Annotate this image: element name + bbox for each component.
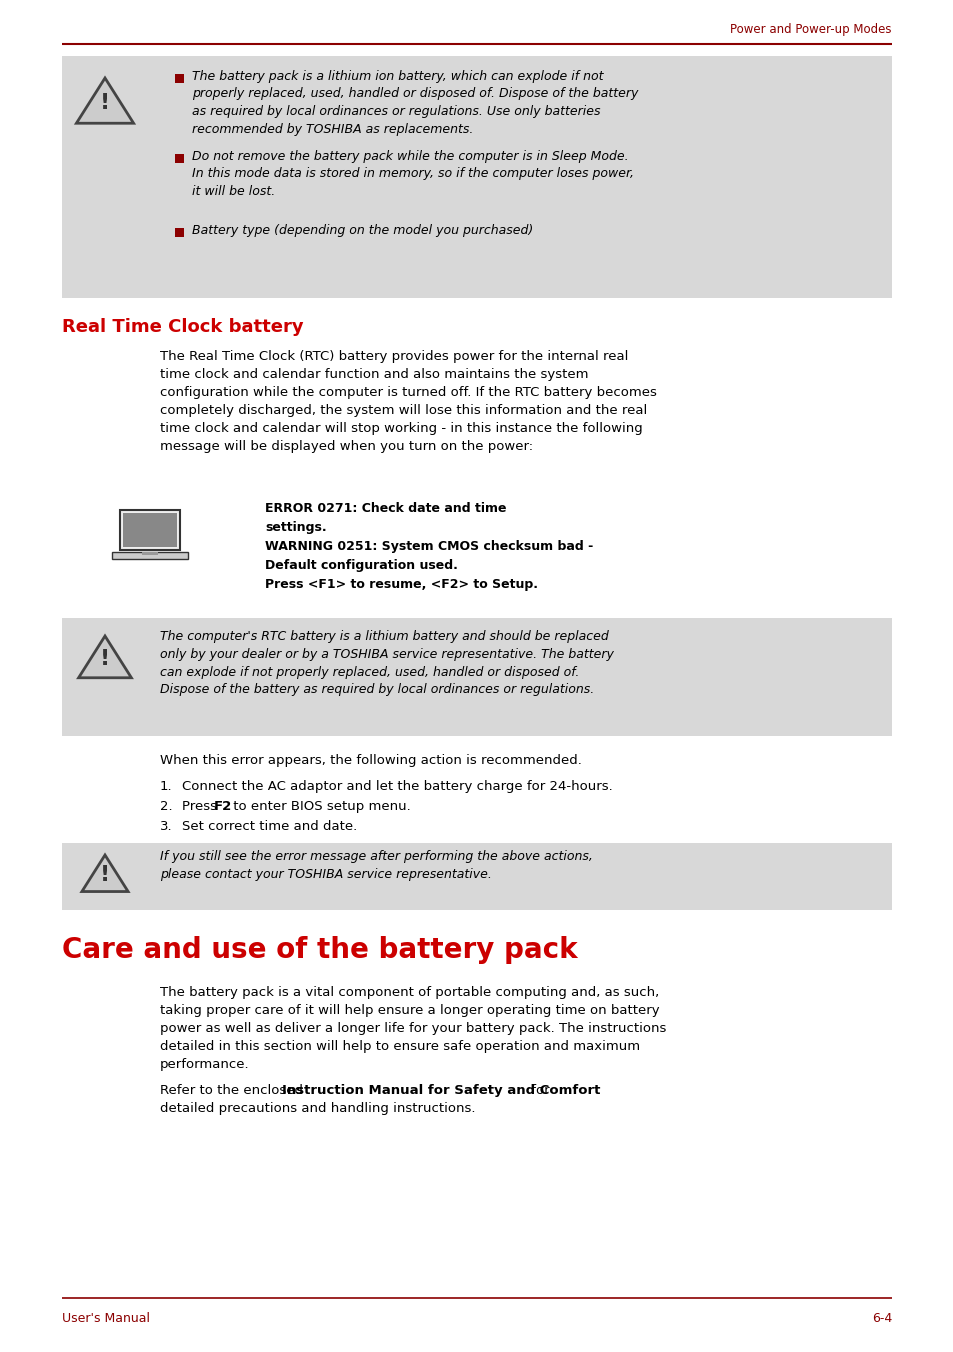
Bar	[174, 74, 184, 82]
Text: The computer's RTC battery is a lithium battery and should be replaced
only by y: The computer's RTC battery is a lithium …	[160, 630, 613, 696]
Text: 2.: 2.	[160, 800, 172, 813]
Text: 3.: 3.	[160, 821, 172, 833]
Polygon shape	[78, 635, 132, 677]
Text: User's Manual: User's Manual	[62, 1311, 150, 1325]
Text: ERROR 0271: Check date and time: ERROR 0271: Check date and time	[265, 502, 506, 515]
Text: !: !	[100, 865, 110, 886]
Text: !: !	[100, 93, 110, 112]
Bar	[123, 512, 177, 548]
Bar	[142, 552, 158, 556]
Bar	[120, 510, 180, 550]
Text: The battery pack is a vital component of portable computing and, as such,
taking: The battery pack is a vital component of…	[160, 986, 666, 1071]
Bar	[62, 55, 891, 297]
Text: Care and use of the battery pack: Care and use of the battery pack	[62, 936, 577, 964]
Text: The Real Time Clock (RTC) battery provides power for the internal real
time cloc: The Real Time Clock (RTC) battery provid…	[160, 350, 657, 453]
Bar	[62, 844, 891, 910]
Polygon shape	[76, 78, 133, 123]
Text: Set correct time and date.: Set correct time and date.	[182, 821, 356, 833]
Text: If you still see the error message after performing the above actions,
please co: If you still see the error message after…	[160, 850, 592, 880]
Text: F2: F2	[213, 800, 232, 813]
Text: 6-4: 6-4	[871, 1311, 891, 1325]
Text: Power and Power-up Modes: Power and Power-up Modes	[730, 23, 891, 37]
Text: detailed precautions and handling instructions.: detailed precautions and handling instru…	[160, 1102, 475, 1115]
Text: Press <F1> to resume, <F2> to Setup.: Press <F1> to resume, <F2> to Setup.	[265, 579, 537, 591]
Text: settings.: settings.	[265, 521, 326, 534]
Bar	[112, 552, 188, 558]
Text: 1.: 1.	[160, 780, 172, 794]
Text: Default configuration used.: Default configuration used.	[265, 558, 457, 572]
Text: !: !	[100, 649, 110, 669]
Bar	[174, 228, 184, 237]
Bar	[174, 154, 184, 164]
Text: WARNING 0251: System CMOS checksum bad -: WARNING 0251: System CMOS checksum bad -	[265, 539, 593, 553]
Text: Refer to the enclosed: Refer to the enclosed	[160, 1084, 307, 1096]
Text: Do not remove the battery pack while the computer is in Sleep Mode.
In this mode: Do not remove the battery pack while the…	[192, 150, 634, 197]
Text: to enter BIOS setup menu.: to enter BIOS setup menu.	[229, 800, 411, 813]
Text: Instruction Manual for Safety and Comfort: Instruction Manual for Safety and Comfor…	[282, 1084, 599, 1096]
Text: Connect the AC adaptor and let the battery charge for 24-hours.: Connect the AC adaptor and let the batte…	[182, 780, 612, 794]
Text: Press: Press	[182, 800, 221, 813]
Text: When this error appears, the following action is recommended.: When this error appears, the following a…	[160, 754, 581, 767]
Text: Real Time Clock battery: Real Time Clock battery	[62, 318, 303, 337]
Text: The battery pack is a lithium ion battery, which can explode if not
properly rep: The battery pack is a lithium ion batter…	[192, 70, 638, 135]
Bar	[62, 618, 891, 735]
Polygon shape	[82, 854, 128, 891]
Text: for: for	[526, 1084, 549, 1096]
Text: Battery type (depending on the model you purchased): Battery type (depending on the model you…	[192, 224, 533, 237]
